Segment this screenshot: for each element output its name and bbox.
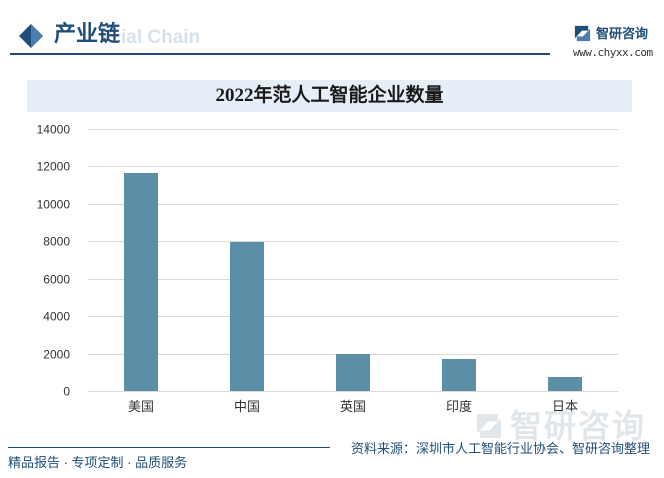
brand-url: www.chyxx.com bbox=[573, 46, 653, 59]
brand-name: 智研咨询 bbox=[596, 26, 649, 41]
x-tick-label: 英国 bbox=[340, 399, 366, 414]
x-axis-labels: 美国 中国 英国 印度 日本 bbox=[128, 399, 578, 414]
bars bbox=[124, 172, 582, 391]
x-tick-label: 日本 bbox=[552, 399, 578, 414]
gridlines bbox=[88, 129, 618, 392]
y-tick-label: 0 bbox=[63, 385, 70, 399]
x-tick-label: 印度 bbox=[446, 399, 472, 414]
chyxx-logo-icon bbox=[574, 25, 591, 42]
diamond-icon bbox=[19, 24, 43, 48]
chart-title-bar: 2022年范人工智能企业数量 bbox=[27, 80, 632, 112]
x-tick-label: 中国 bbox=[234, 399, 260, 414]
chart-bar bbox=[548, 376, 582, 391]
chart-bar bbox=[336, 353, 370, 391]
chart-bar bbox=[442, 358, 476, 391]
footer-divider bbox=[8, 447, 330, 448]
y-tick-label: 12000 bbox=[37, 160, 71, 174]
y-axis-labels: 0 2000 4000 6000 8000 10000 12000 14000 bbox=[37, 123, 71, 399]
y-tick-label: 8000 bbox=[43, 235, 70, 249]
watermark-logo-icon bbox=[476, 414, 501, 438]
y-tick-label: 14000 bbox=[37, 123, 71, 137]
y-tick-label: 2000 bbox=[43, 348, 70, 362]
bar-chart: 0 2000 4000 6000 8000 10000 12000 14000 美国 中国 英国 印… bbox=[0, 118, 664, 418]
y-tick-label: 10000 bbox=[37, 198, 71, 212]
y-tick-label: 6000 bbox=[43, 273, 70, 287]
data-source-note: 资料来源：深圳市人工智能行业协会、智研咨询整理 bbox=[350, 441, 650, 456]
chart-bar bbox=[124, 172, 158, 391]
watermark: 智研咨询 bbox=[474, 408, 646, 444]
chart-bar bbox=[230, 242, 264, 391]
header-divider bbox=[10, 53, 550, 55]
section-title: 产业链 bbox=[54, 21, 121, 46]
watermark-text: 智研咨询 bbox=[509, 408, 646, 444]
y-tick-label: 4000 bbox=[43, 310, 70, 324]
bar-chart-plot: 0 2000 4000 6000 8000 10000 12000 14000 美国 中国 英国 印… bbox=[37, 123, 618, 414]
section-title-background-text: ial Chain bbox=[121, 27, 201, 48]
footer-tagline: 精品报告 · 专项定制 · 品质服务 bbox=[8, 455, 188, 470]
x-tick-label: 美国 bbox=[128, 399, 154, 414]
chart-title: 2022年范人工智能企业数量 bbox=[215, 85, 444, 106]
brand-logo: 智研咨询 bbox=[573, 24, 648, 43]
